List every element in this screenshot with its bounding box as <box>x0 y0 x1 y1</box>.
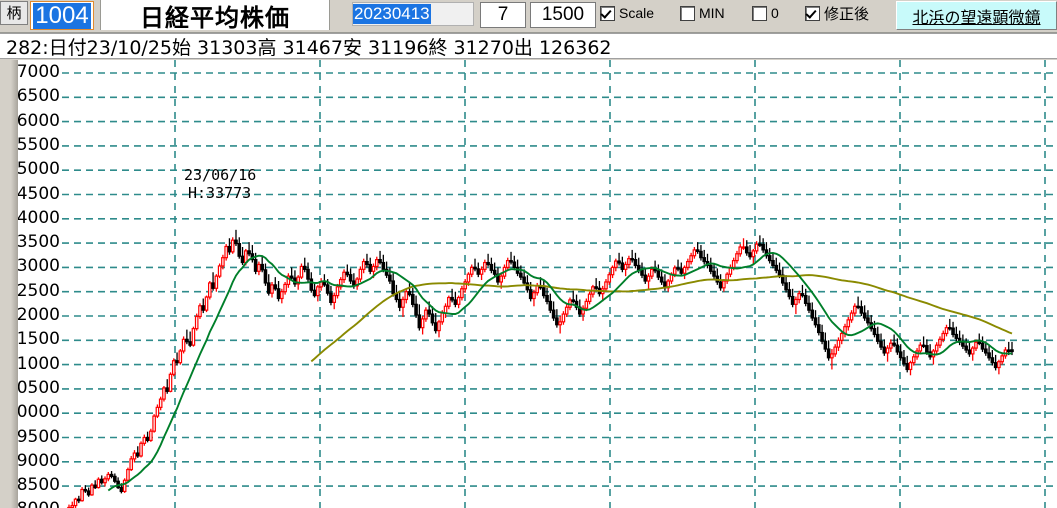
promo-button-label: 北浜の望遠顕微鏡 <box>912 7 1041 27</box>
high-annotation-date: 23/06/16 <box>183 165 257 184</box>
y-axis-tick-label: 36000 <box>5 110 60 131</box>
min-checkbox[interactable]: MIN <box>680 2 725 24</box>
scale-checkbox[interactable]: Scale <box>600 2 654 24</box>
y-axis-tick-label: 29500 <box>5 426 60 447</box>
long-moving-average-line <box>310 274 1013 363</box>
stock-code-label: 柄 <box>0 1 28 25</box>
y-axis-tick-label: 33500 <box>5 232 60 253</box>
stock-code-input[interactable]: 1004 <box>30 1 94 30</box>
adjusted-checkbox-label: 修正後 <box>824 4 870 23</box>
y-axis-tick-label: 31500 <box>5 329 60 350</box>
min-checkbox-box[interactable] <box>680 5 695 21</box>
min-checkbox-label: MIN <box>699 5 725 21</box>
scale-checkbox-box[interactable] <box>600 5 615 21</box>
y-axis-tick-label: 33000 <box>5 256 60 277</box>
price-chart[interactable]: 37000 36500 36000 35500 35000 34500 34000 33500… <box>0 60 1057 508</box>
period-input[interactable]: 7 <box>480 2 526 28</box>
period-value: 7 <box>497 4 509 25</box>
y-axis-tick-label: 34500 <box>5 183 60 204</box>
zero-checkbox-label: 0 <box>771 5 779 21</box>
candlestick-series <box>67 229 1014 508</box>
scale-checkbox-label: Scale <box>619 5 655 21</box>
y-axis-tick-label: 29000 <box>5 450 60 471</box>
zero-checkbox[interactable]: 0 <box>752 2 779 24</box>
y-axis-tick-label: 31000 <box>5 353 60 374</box>
ohlc-info-text: 282:日付23/10/25始 31303高 31467安 31196終 312… <box>6 36 612 59</box>
stock-code-label-text: 柄 <box>6 3 22 22</box>
y-axis-tick-label: 35500 <box>5 134 60 155</box>
date-input[interactable]: 20230413 <box>352 2 474 26</box>
vertical-gridlines <box>174 60 1046 508</box>
bars-count-input[interactable]: 1500 <box>530 2 596 28</box>
y-axis-tick-label: 32500 <box>5 280 60 301</box>
y-axis-tick-label: 30500 <box>5 377 60 398</box>
short-moving-average-line <box>107 252 1013 492</box>
bars-count-value: 1500 <box>541 4 585 25</box>
zero-checkbox-box[interactable] <box>752 5 767 21</box>
horizontal-gridlines <box>62 72 1057 487</box>
y-axis-tick-label: 36500 <box>5 86 60 107</box>
y-axis-tick-label: 30000 <box>5 402 60 423</box>
y-axis-tick-label: 28000 <box>0 501 60 508</box>
y-axis-tick-label: 34000 <box>5 207 60 228</box>
date-value: 20230413 <box>353 4 431 24</box>
stock-code-value: 1004 <box>33 1 91 29</box>
adjusted-checkbox[interactable]: 修正後 <box>805 2 869 24</box>
high-annotation-value: H:33773 <box>187 183 252 202</box>
promo-button[interactable]: 北浜の望遠顕微鏡 <box>896 1 1057 30</box>
y-axis-tick-label: 35000 <box>5 159 60 180</box>
chart-canvas[interactable] <box>0 60 1057 508</box>
y-axis-tick-label: 32000 <box>5 305 60 325</box>
stock-name-display: 日経平均株価 <box>100 0 330 32</box>
y-axis-tick-label: 28500 <box>5 475 60 496</box>
y-axis-tick-label: 37000 <box>5 62 60 82</box>
stock-name-text: 日経平均株価 <box>140 3 290 32</box>
adjusted-checkbox-box[interactable] <box>805 5 820 21</box>
toolbar: 柄 1004 日経平均株価 20230413 7 1500 Scale MIN … <box>0 0 1057 33</box>
ohlc-info-bar: 282:日付23/10/25始 31303高 31467安 31196終 312… <box>0 33 1057 59</box>
